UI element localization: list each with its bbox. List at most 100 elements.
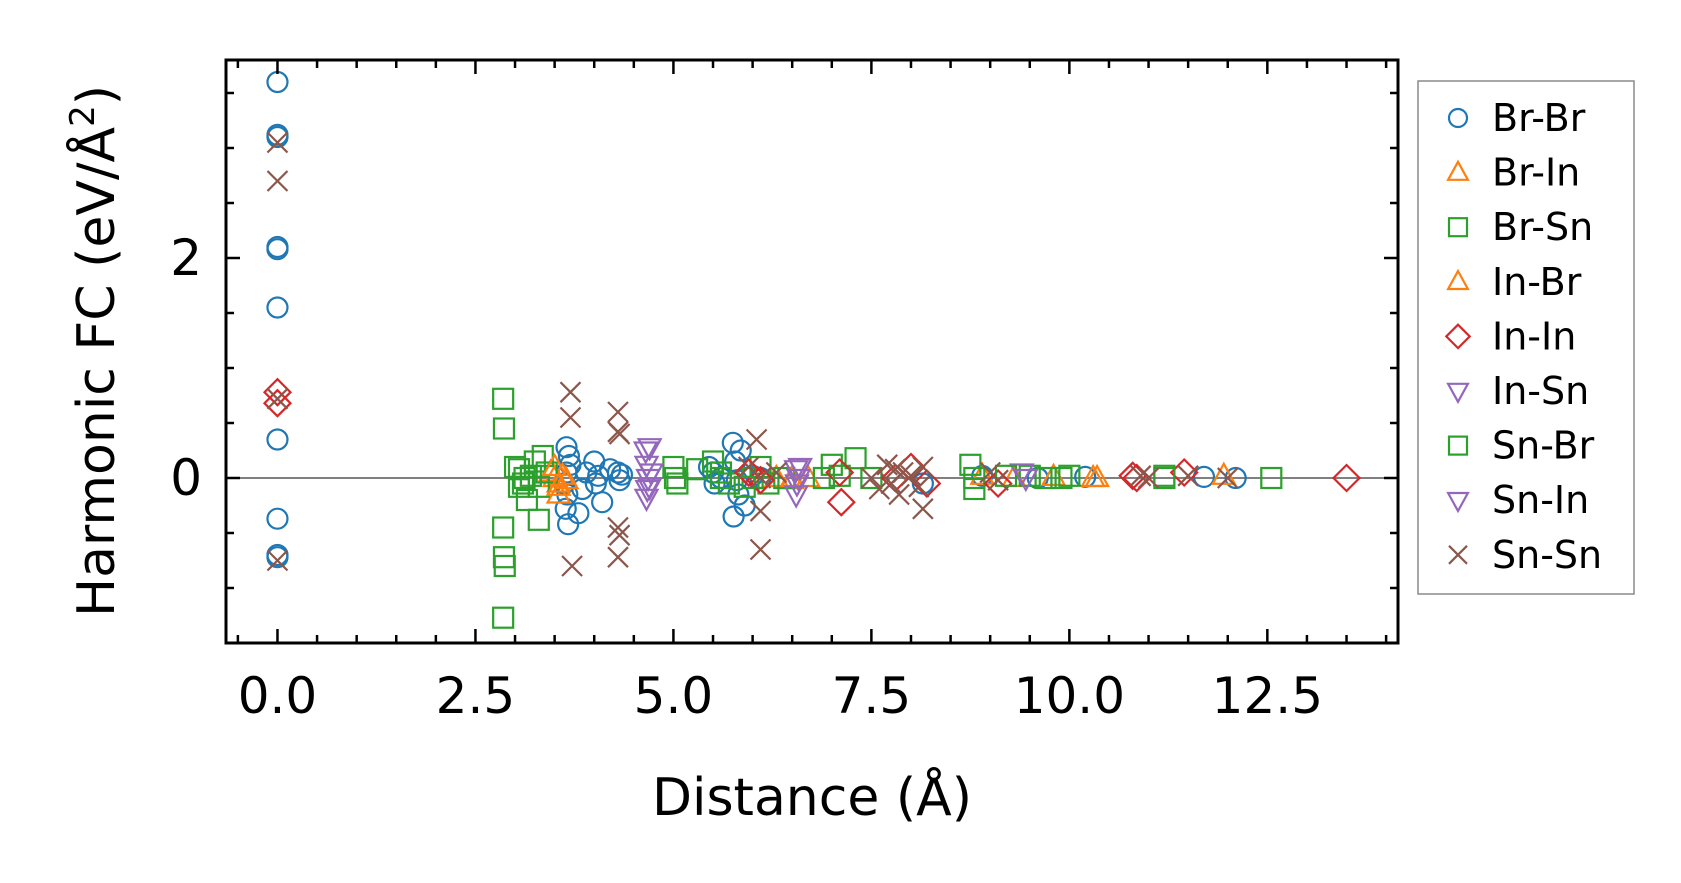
data-point (749, 500, 772, 522)
legend-entry-in-sn: In-Sn (1446, 369, 1589, 413)
data-point (607, 546, 629, 568)
data-point (561, 555, 583, 577)
series-in-in (262, 377, 1362, 517)
legend-marker (1447, 107, 1469, 129)
data-point (591, 491, 614, 514)
data-point (888, 483, 910, 506)
data-point (554, 497, 577, 520)
data-point (959, 453, 982, 476)
data-point (262, 377, 293, 407)
legend-marker (1446, 491, 1470, 514)
data-point (912, 498, 934, 520)
legend-label: Br-Sn (1492, 205, 1593, 249)
data-point (555, 436, 578, 459)
legend-marker (1446, 382, 1470, 405)
ticks-layer (226, 60, 1398, 643)
x-axis-title: Distance (Å) (652, 766, 972, 828)
data-point (749, 538, 772, 561)
data-point (844, 447, 867, 470)
data-point (557, 444, 580, 468)
data-point (1331, 463, 1362, 493)
legend-label: Sn-Sn (1492, 533, 1602, 577)
data-points-layer (262, 70, 1362, 629)
data-point (527, 508, 550, 531)
data-point (636, 477, 663, 502)
data-point (666, 472, 689, 495)
x-tick-label: 7.5 (832, 667, 912, 725)
legend-entry-br-br: Br-Br (1447, 96, 1586, 140)
legend-entry-in-in: In-In (1444, 314, 1576, 358)
data-point (868, 478, 891, 500)
data-point (492, 387, 515, 410)
legend-marker (1447, 217, 1469, 238)
legend-label: In-In (1492, 314, 1576, 358)
data-point (266, 125, 289, 149)
data-point (266, 549, 289, 572)
legend-marker (1446, 268, 1470, 291)
data-point (492, 417, 516, 440)
data-point (734, 457, 764, 488)
data-point (607, 516, 629, 539)
legend-marker (1448, 545, 1468, 565)
data-point (266, 238, 289, 261)
data-point (1018, 464, 1041, 487)
data-point (1129, 465, 1152, 487)
data-point (608, 423, 631, 445)
series-br-br (266, 70, 1247, 569)
data-point (266, 170, 289, 192)
legend-label: Sn-Br (1492, 424, 1595, 468)
tick-labels-layer: 0.0 2.5 5.0 7.5 10.0 12.5 0 2 (170, 229, 1323, 725)
data-point (1216, 467, 1239, 489)
data-point (987, 469, 1009, 491)
data-point (636, 438, 663, 462)
y-axis-title-main: Harmonic FC (eV/Å (65, 126, 127, 617)
data-point (1210, 461, 1237, 485)
data-point (632, 441, 659, 465)
data-point (515, 488, 539, 512)
legend-entry-br-in: Br-In (1446, 151, 1580, 195)
data-point (912, 456, 934, 478)
legend-entry-br-sn: Br-Sn (1447, 205, 1593, 249)
data-point (749, 467, 772, 489)
data-point (994, 464, 1018, 487)
data-point (266, 388, 289, 410)
data-point (722, 505, 745, 528)
data-point (545, 480, 572, 504)
data-point (266, 296, 289, 319)
data-point (860, 467, 883, 489)
legend-entry-sn-sn: Sn-Sn (1448, 533, 1602, 577)
data-point (783, 460, 810, 484)
data-point (513, 466, 536, 490)
data-point (908, 476, 930, 498)
data-point (983, 468, 1013, 499)
legend-label: Br-Br (1492, 96, 1586, 140)
data-point (266, 507, 289, 530)
legend-marker (1447, 435, 1469, 456)
data-point (492, 606, 515, 629)
data-point (606, 461, 630, 484)
data-point (733, 475, 756, 498)
data-point (1012, 468, 1039, 493)
data-point (1224, 466, 1247, 490)
data-point (1177, 465, 1199, 487)
x-tick-label: 12.5 (1212, 667, 1323, 725)
data-point (559, 381, 582, 403)
y-tick-label: 2 (170, 229, 202, 287)
data-point (608, 524, 631, 546)
data-point (686, 458, 709, 481)
data-point (610, 463, 634, 486)
legend-entry-in-br: In-Br (1446, 260, 1582, 304)
data-point (266, 70, 289, 94)
data-point (709, 461, 733, 484)
data-point (884, 458, 906, 480)
data-point (531, 444, 554, 468)
legend-label: In-Br (1492, 260, 1582, 304)
data-point (1260, 466, 1283, 490)
data-point (1058, 464, 1081, 487)
data-point (785, 468, 812, 493)
data-point (826, 487, 856, 517)
data-point (765, 461, 788, 484)
data-point (507, 475, 531, 498)
